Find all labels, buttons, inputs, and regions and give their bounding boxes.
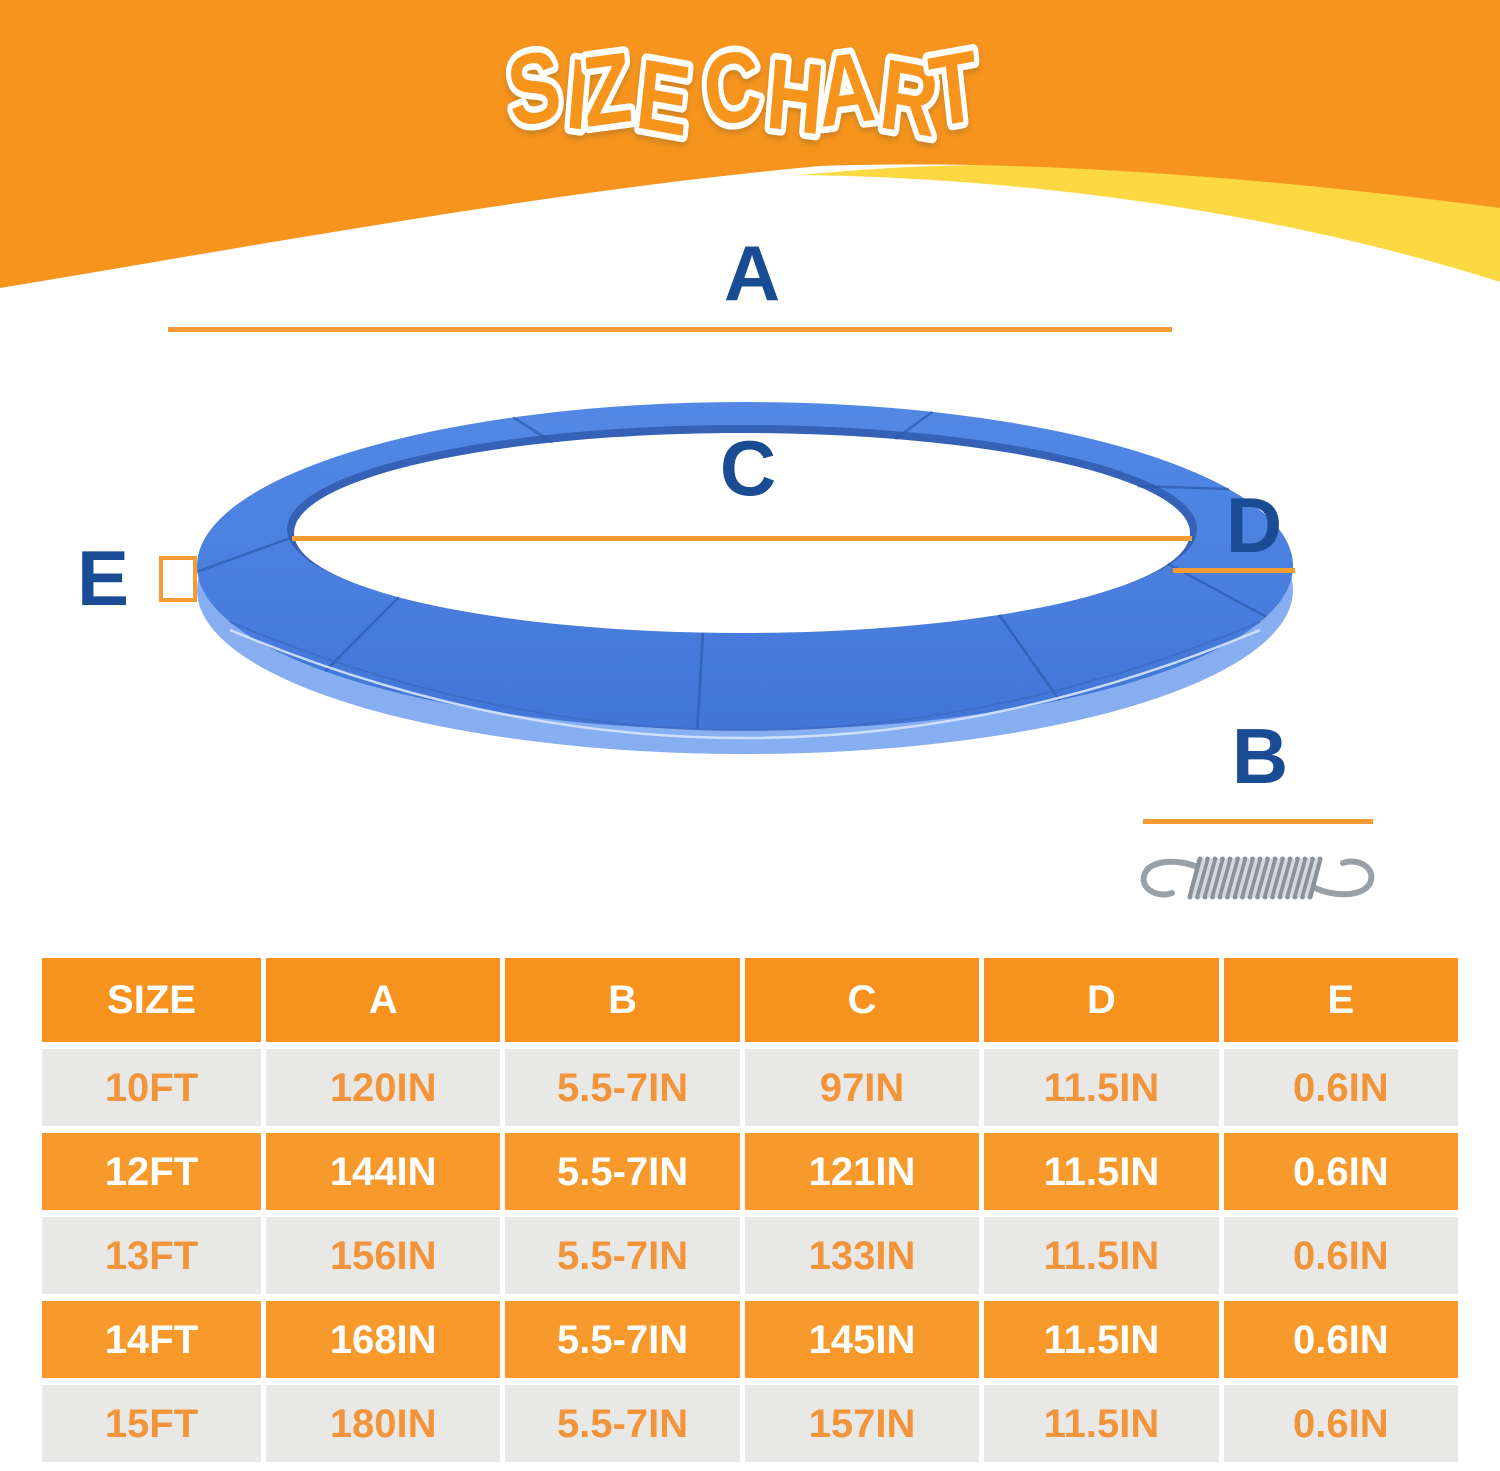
table-row: 13FT 156IN 5.5-7IN 133IN 11.5IN 0.6IN (42, 1217, 1458, 1294)
table-cell: 11.5IN (984, 1133, 1219, 1210)
spring-left-hook (1140, 858, 1203, 898)
header-banner: SIZE CHART (0, 0, 1500, 288)
table-cell: 145IN (744, 1301, 980, 1378)
table-cell: 11.5IN (984, 1385, 1219, 1462)
size-table: SIZE A B C D E 10FT 120IN 5.5-7IN 97IN 11.5IN 0.6I… (42, 958, 1458, 1469)
dim-label-c: C (719, 424, 777, 512)
table-cell: 0.6IN (1223, 1133, 1458, 1210)
measure-box-e (159, 556, 197, 602)
table-cell: 5.5-7IN (505, 1133, 740, 1210)
dim-label-d: D (1225, 481, 1283, 569)
table-cell: 133IN (744, 1217, 980, 1294)
table-row: 10FT 120IN 5.5-7IN 97IN 11.5IN 0.6IN (42, 1049, 1458, 1126)
table-cell: 11.5IN (984, 1217, 1219, 1294)
spring-icon (1140, 856, 1375, 900)
table-cell: 15FT (42, 1385, 261, 1462)
pad-hole (294, 433, 1190, 633)
banner-orange-shape (0, 0, 1500, 288)
table-cell: 5.5-7IN (505, 1217, 740, 1294)
table-cell: 13FT (42, 1217, 261, 1294)
table-row: 12FT 144IN 5.5-7IN 121IN 11.5IN 0.6IN (42, 1133, 1458, 1210)
table-cell: 11.5IN (984, 1049, 1219, 1126)
table-cell: 11.5IN (984, 1301, 1219, 1378)
table-header-cell: E (1223, 958, 1458, 1042)
table-cell: 180IN (266, 1385, 501, 1462)
table-cell: 157IN (744, 1385, 980, 1462)
table-cell: 5.5-7IN (505, 1049, 740, 1126)
table-header-cell: SIZE (42, 958, 261, 1042)
table-row: 15FT 180IN 5.5-7IN 157IN 11.5IN 0.6IN (42, 1385, 1458, 1462)
dim-label-a: A (723, 229, 781, 317)
table-cell: 97IN (744, 1049, 980, 1126)
pad-bottom-edge-line (229, 621, 1261, 731)
table-cell: 0.6IN (1223, 1301, 1458, 1378)
spring-right-hook (1312, 858, 1375, 898)
table-cell: 168IN (266, 1301, 501, 1378)
pad-bottom-edge-highlight (229, 628, 1261, 740)
table-header-cell: A (266, 958, 501, 1042)
table-body: 10FT 120IN 5.5-7IN 97IN 11.5IN 0.6IN 12FT 144IN… (42, 1049, 1458, 1462)
spring-coils-highlight (1192, 858, 1318, 898)
dim-label-b: B (1231, 712, 1289, 800)
table-cell: 10FT (42, 1049, 261, 1126)
table-cell: 0.6IN (1223, 1049, 1458, 1126)
table-cell: 156IN (266, 1217, 501, 1294)
table-cell: 12FT (42, 1133, 261, 1210)
table-header-row: SIZE A B C D E (42, 958, 1458, 1042)
pad-segment-seams (196, 410, 1267, 730)
measure-line-b (1143, 819, 1373, 824)
table-cell: 120IN (266, 1049, 501, 1126)
table-cell: 5.5-7IN (505, 1385, 740, 1462)
spring-coils-dark (1187, 856, 1323, 900)
measure-line-d (1173, 568, 1295, 573)
trampoline-pad-illustration (196, 402, 1293, 754)
table-cell: 144IN (266, 1133, 501, 1210)
table-cell: 121IN (744, 1133, 980, 1210)
table-row: 14FT 168IN 5.5-7IN 145IN 11.5IN 0.6IN (42, 1301, 1458, 1378)
table-header-cell: D (984, 958, 1219, 1042)
dim-label-e: E (76, 534, 130, 622)
table-header-cell: B (505, 958, 740, 1042)
table-cell: 5.5-7IN (505, 1301, 740, 1378)
table-cell: 14FT (42, 1301, 261, 1378)
table-header-cell: C (744, 958, 980, 1042)
table-cell: 0.6IN (1223, 1217, 1458, 1294)
page-title: SIZE CHART (499, 30, 984, 157)
measure-line-c (292, 536, 1192, 541)
table-cell: 0.6IN (1223, 1385, 1458, 1462)
banner-yellow-stripe (800, 164, 1500, 282)
measure-line-a (168, 327, 1172, 332)
